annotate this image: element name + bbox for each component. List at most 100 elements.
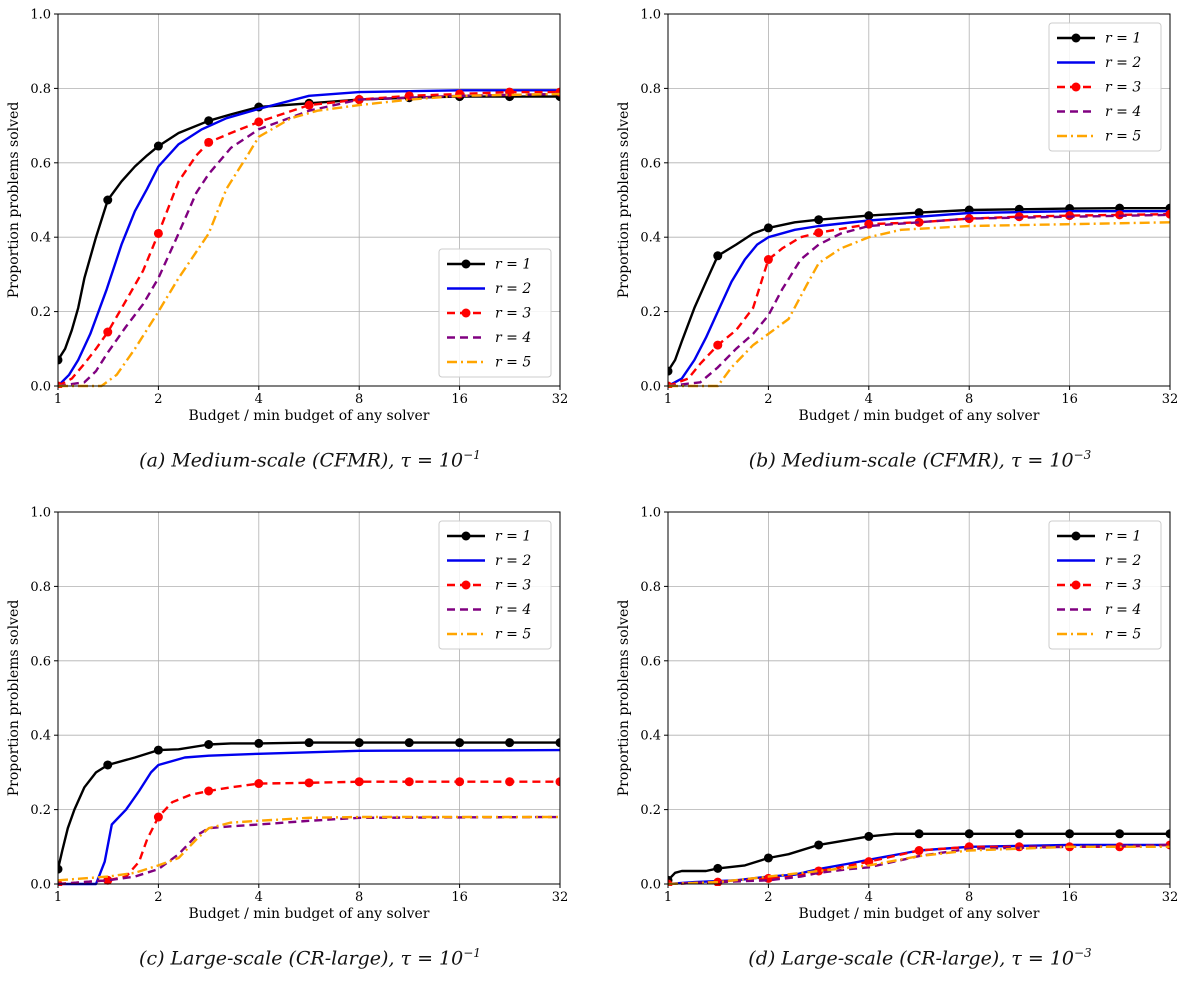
y-tick-label: 0.4 xyxy=(640,729,661,744)
series-group xyxy=(58,87,560,388)
legend-marker-r3 xyxy=(1071,82,1081,92)
legend-label-r5: r = 5 xyxy=(1105,129,1141,145)
legend-label-r1: r = 1 xyxy=(1105,529,1141,545)
x-tick-label: 4 xyxy=(865,392,873,407)
y-tick-label: 0.4 xyxy=(640,231,661,246)
series-marker-r1 xyxy=(455,738,465,748)
series-line-r1 xyxy=(58,741,560,870)
x-tick-label: 1 xyxy=(54,392,62,407)
series-marker-r1 xyxy=(404,738,414,748)
legend-label-r5: r = 5 xyxy=(495,355,531,371)
legend-label-r3: r = 3 xyxy=(1105,80,1141,96)
plot-frame xyxy=(667,13,1171,387)
caption-a: (a) Medium-scale (CFMR), τ = 10−1 xyxy=(139,448,481,472)
series-line-r2 xyxy=(58,89,560,387)
y-tick-label: 0.0 xyxy=(640,380,661,395)
y-axis-label: Proportion problems solved xyxy=(616,102,632,299)
x-tick-label: 32 xyxy=(552,392,569,407)
series-marker-r3 xyxy=(204,786,214,796)
series-marker-r1 xyxy=(103,195,113,205)
series-group xyxy=(58,738,560,886)
legend-marker-r3 xyxy=(1071,580,1081,590)
y-tick-label: 0.0 xyxy=(30,878,51,893)
x-tick-label: 1 xyxy=(54,890,62,905)
series-marker-r3 xyxy=(1165,209,1170,219)
y-tick-label: 0.6 xyxy=(30,654,51,669)
caption-d: (d) Large-scale (CR-large), τ = 10−3 xyxy=(748,946,1092,970)
series-marker-r1 xyxy=(814,840,824,850)
series-marker-r3 xyxy=(404,777,414,787)
series-marker-r1 xyxy=(254,738,264,748)
legend-label-r4: r = 4 xyxy=(1105,104,1141,120)
y-tick-label: 1.0 xyxy=(30,8,51,23)
legend-label-r5: r = 5 xyxy=(1105,627,1141,643)
x-tick-label: 4 xyxy=(865,890,873,905)
legend-box xyxy=(438,248,552,378)
series-marker-r1 xyxy=(1014,829,1024,839)
series-line-r4 xyxy=(58,815,560,886)
y-tick-label: 0.2 xyxy=(30,803,51,818)
y-tick-label: 1.0 xyxy=(640,8,661,23)
y-tick-label: 0.6 xyxy=(30,156,51,171)
y-tick-label: 0.4 xyxy=(30,729,51,744)
series-group xyxy=(668,829,1170,886)
legend-marker-r1 xyxy=(461,259,471,269)
series-marker-r3 xyxy=(304,100,314,110)
series-marker-r1 xyxy=(204,740,214,749)
y-tick-label: 1.0 xyxy=(640,506,661,521)
x-tick-label: 32 xyxy=(1162,890,1179,905)
x-tick-label: 2 xyxy=(764,890,772,905)
series-marker-r1 xyxy=(153,745,163,755)
y-tick-label: 0.2 xyxy=(30,305,51,320)
legend-label-r2: r = 2 xyxy=(1105,55,1141,71)
plot-frame xyxy=(57,13,561,387)
legend-label-r2: r = 2 xyxy=(1105,553,1141,569)
series-marker-r1 xyxy=(713,863,723,873)
series-marker-r3 xyxy=(555,777,560,787)
series-marker-r1 xyxy=(204,116,214,126)
legend-marker-r1 xyxy=(1071,33,1081,43)
x-tick-label: 2 xyxy=(154,392,162,407)
series-line-r5 xyxy=(668,845,1170,886)
x-tick-label: 4 xyxy=(255,392,263,407)
series-marker-r3 xyxy=(304,778,314,788)
chart-panel-b: 1 2 4 8 16 32 0.0 0.2 0.4 0.6 0.8 1.0 Budget / min b… xyxy=(616,8,1178,425)
series-marker-r1 xyxy=(354,738,364,748)
y-tick-label: 0.8 xyxy=(30,82,51,97)
legend-box xyxy=(1048,520,1162,650)
x-axis-label: Budget / min budget of any solver xyxy=(798,906,1039,922)
x-tick-label: 8 xyxy=(965,890,973,905)
series-marker-r3 xyxy=(103,327,113,337)
series-marker-r1 xyxy=(555,738,560,748)
series-marker-r1 xyxy=(914,829,924,839)
legend-label-r3: r = 3 xyxy=(495,578,531,594)
series-marker-r1 xyxy=(103,760,113,770)
x-tick-label: 1 xyxy=(664,392,672,407)
series-line-r4 xyxy=(668,213,1170,388)
x-tick-label: 32 xyxy=(552,890,569,905)
y-tick-label: 0.6 xyxy=(640,156,661,171)
legend-label-r3: r = 3 xyxy=(495,306,531,322)
series-marker-r3 xyxy=(1115,842,1125,852)
y-tick-label: 0.8 xyxy=(640,580,661,595)
y-tick-label: 0.8 xyxy=(640,82,661,97)
series-line-r3 xyxy=(58,780,560,886)
y-tick-label: 0.8 xyxy=(30,580,51,595)
legend: r = 1 r = 2 r = 3 r = 4 r = 5 xyxy=(1048,22,1162,152)
series-marker-r3 xyxy=(914,217,924,227)
x-axis-label: Budget / min budget of any solver xyxy=(188,906,429,922)
series-line-r4 xyxy=(668,843,1170,886)
legend-marker-r3 xyxy=(461,308,471,318)
legend-label-r2: r = 2 xyxy=(495,281,531,297)
series-line-r5 xyxy=(58,815,560,882)
series-marker-r3 xyxy=(914,846,924,856)
legend: r = 1 r = 2 r = 3 r = 4 r = 5 xyxy=(1048,520,1162,650)
series-marker-r3 xyxy=(713,340,723,350)
series-marker-r1 xyxy=(1065,829,1075,839)
x-tick-label: 1 xyxy=(664,890,672,905)
series-marker-r3 xyxy=(204,137,214,147)
series-marker-r3 xyxy=(103,875,113,885)
legend-label-r1: r = 1 xyxy=(495,257,531,273)
legend-box xyxy=(1048,22,1162,152)
x-tick-label: 16 xyxy=(451,890,468,905)
